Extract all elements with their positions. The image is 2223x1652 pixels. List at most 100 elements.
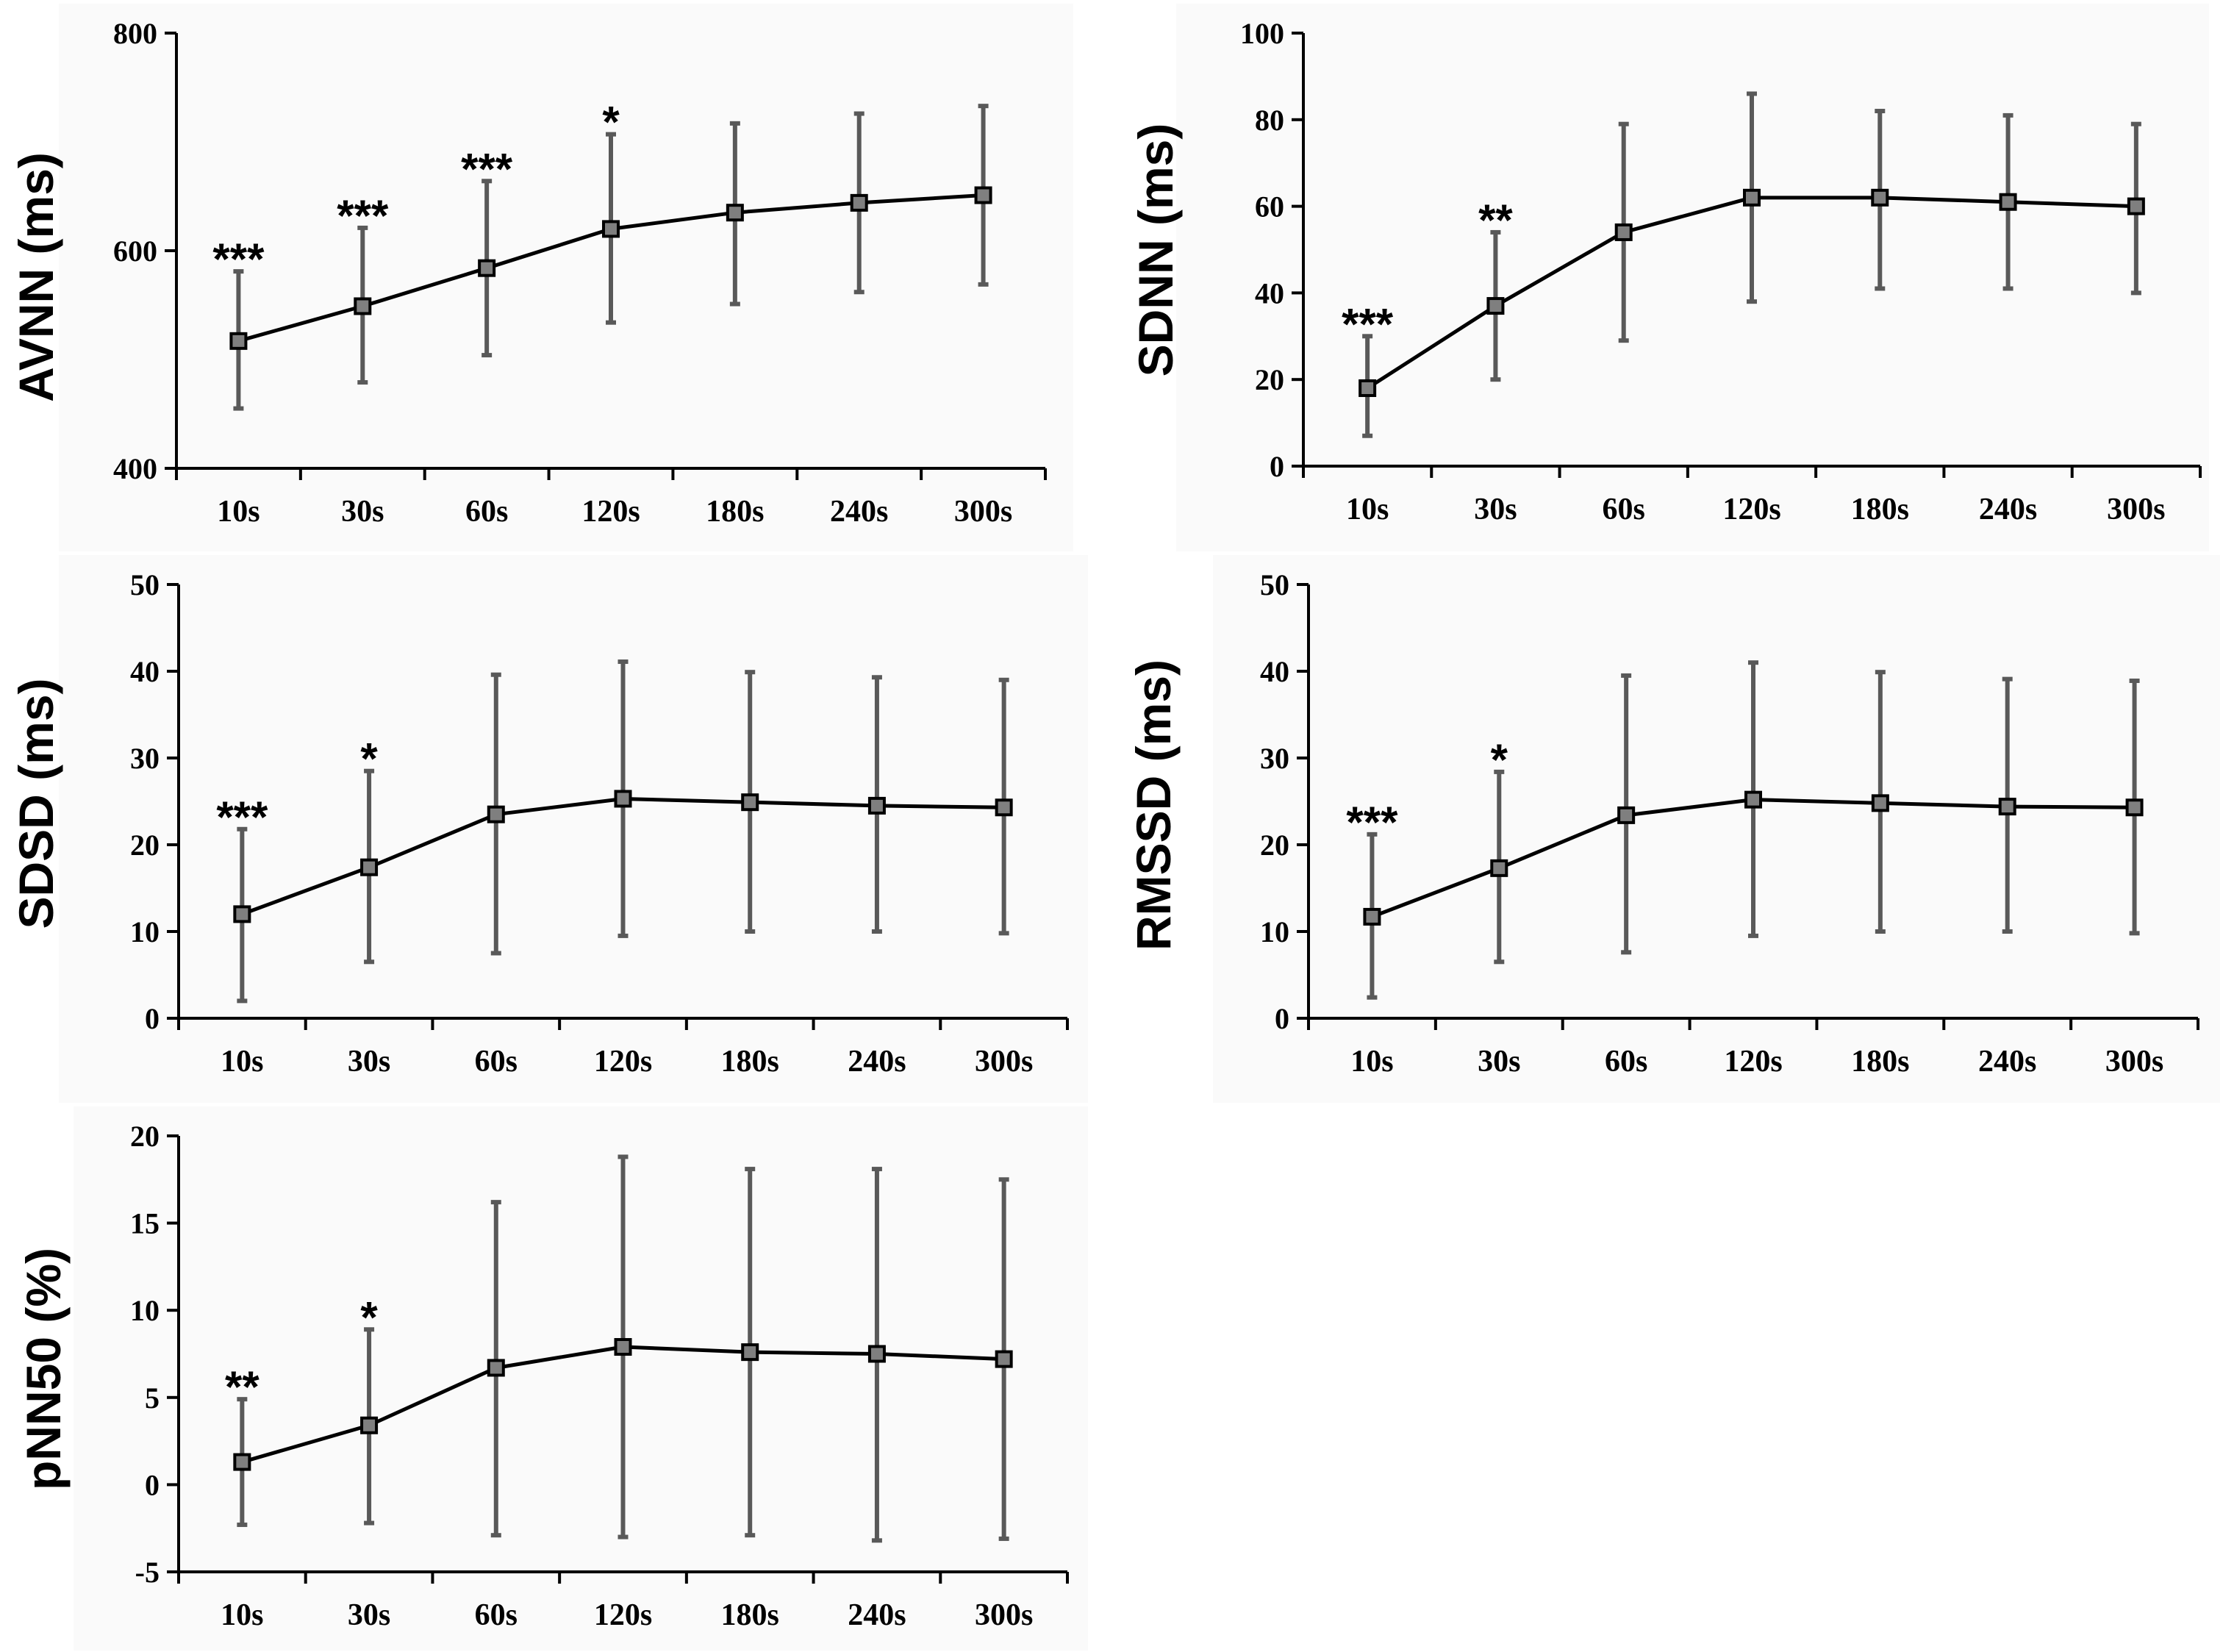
y-tick-label: 20: [130, 829, 160, 862]
x-tick-label: 240s: [1979, 493, 2037, 526]
x-tick-label: 120s: [1724, 1045, 1782, 1079]
x-tick-label: 180s: [721, 1045, 779, 1079]
data-point: [1363, 907, 1381, 926]
data-point: [850, 193, 868, 212]
data-point: [487, 1359, 505, 1377]
panel-sdsd: SDSD (ms) 0 10 20 30 40 50 10s 30s 60s 120s 180s 24…: [9, 555, 1088, 1103]
data-point: [360, 858, 379, 876]
data-point: [233, 905, 251, 923]
y-tick-label: 40: [1255, 276, 1284, 310]
data-point: [741, 793, 759, 812]
y-tick-label: 400: [113, 452, 157, 485]
data-point: [354, 297, 372, 315]
significance-label: **: [225, 1362, 259, 1412]
y-tick-label: 20: [130, 1120, 160, 1153]
panel-background: [1213, 555, 2220, 1103]
y-tick-label: 0: [1275, 1002, 1289, 1035]
data-point: [487, 805, 505, 823]
x-tick-label: 30s: [1478, 1045, 1520, 1079]
significance-label: ***: [216, 793, 268, 842]
y-tick-label: 80: [1255, 104, 1284, 137]
y-tick-label: 10: [1260, 915, 1289, 948]
x-tick-label: 120s: [594, 1598, 652, 1632]
y-tick-label: 30: [130, 742, 160, 775]
panel-rmssd: RMSSD (ms) 0 10 20 30 40 50 10s 30s 60s 120s 180s 2…: [1126, 555, 2220, 1103]
data-point: [229, 332, 248, 350]
x-tick-label: 120s: [581, 495, 640, 529]
data-point: [360, 1416, 379, 1434]
x-tick-label: 240s: [1978, 1045, 2036, 1079]
x-tick-label: 180s: [721, 1598, 779, 1632]
x-tick-label: 300s: [2107, 493, 2165, 526]
x-tick-label: 60s: [475, 1598, 518, 1632]
x-tick-label: 30s: [341, 495, 384, 529]
x-tick-label: 300s: [975, 1598, 1033, 1632]
y-tick-label: 40: [1260, 655, 1289, 688]
data-point: [726, 204, 744, 222]
y-tick-label: 20: [1260, 829, 1289, 862]
panel-avnn: AVNN (ms) 400 600 800 10s 30s 60s 120s 180s 240s…: [9, 4, 1073, 551]
x-tick-label: 10s: [1346, 493, 1389, 526]
y-axis-label: SDNN (ms): [1128, 124, 1183, 377]
x-tick-label: 180s: [706, 495, 764, 529]
y-tick-label: 15: [130, 1207, 160, 1240]
data-point: [478, 259, 496, 277]
x-tick-label: 300s: [975, 1045, 1033, 1079]
x-tick-label: 60s: [465, 495, 508, 529]
data-point: [995, 1350, 1013, 1368]
x-tick-label: 60s: [475, 1045, 518, 1079]
y-tick-label: 0: [145, 1002, 160, 1035]
y-tick-label: 40: [130, 655, 160, 688]
y-tick-label: 50: [130, 568, 160, 601]
data-point: [1999, 193, 2017, 211]
significance-label: *: [360, 734, 378, 784]
y-tick-label: 100: [1240, 17, 1284, 50]
data-point: [1486, 297, 1505, 315]
data-point: [2125, 798, 2144, 817]
x-tick-label: 10s: [221, 1598, 263, 1632]
data-point: [1617, 806, 1636, 824]
y-tick-label: 10: [130, 1294, 160, 1327]
significance-label: ***: [1346, 798, 1398, 847]
data-point: [1871, 188, 1889, 207]
significance-label: *: [1491, 735, 1508, 784]
data-point: [1358, 379, 1377, 397]
data-point: [602, 220, 620, 238]
x-tick-label: 60s: [1605, 1045, 1647, 1079]
y-tick-label: 5: [145, 1381, 160, 1415]
x-tick-label: 30s: [1474, 493, 1517, 526]
panel-background: [1176, 4, 2209, 551]
significance-label: ***: [212, 235, 265, 284]
y-tick-label: 50: [1260, 568, 1289, 601]
x-tick-label: 180s: [1851, 1045, 1909, 1079]
y-tick-label: 0: [1270, 450, 1284, 483]
panel-sdnn: SDNN (ms) 0 20 40 60 80 100 10s 30s 60s 120s 180s 2…: [1128, 4, 2209, 551]
y-axis-label: SDSD (ms): [9, 678, 63, 929]
y-tick-label: -5: [135, 1556, 160, 1589]
data-point: [995, 798, 1013, 817]
data-point: [1871, 794, 1889, 812]
x-tick-label: 240s: [830, 495, 888, 529]
y-tick-label: 10: [130, 915, 160, 948]
significance-label: *: [360, 1292, 378, 1342]
y-tick-label: 800: [113, 17, 157, 50]
y-axis-label: AVNN (ms): [9, 152, 63, 402]
x-tick-label: 240s: [848, 1045, 906, 1079]
x-tick-label: 30s: [348, 1045, 390, 1079]
x-tick-label: 120s: [1722, 493, 1780, 526]
x-tick-label: 10s: [221, 1045, 263, 1079]
y-tick-label: 30: [1260, 742, 1289, 775]
data-point: [974, 186, 992, 204]
data-point: [2127, 197, 2145, 215]
data-point: [614, 1338, 632, 1356]
y-axis-label: pNN50 (%): [16, 1248, 71, 1490]
data-point: [233, 1453, 251, 1471]
significance-label: ***: [337, 191, 389, 240]
data-point: [867, 796, 886, 815]
data-point: [614, 790, 632, 808]
x-tick-label: 240s: [848, 1598, 906, 1632]
significance-label: ***: [461, 144, 513, 193]
panel-background: [59, 4, 1073, 551]
y-axis-label: RMSSD (ms): [1126, 659, 1181, 951]
y-tick-label: 0: [145, 1468, 160, 1501]
